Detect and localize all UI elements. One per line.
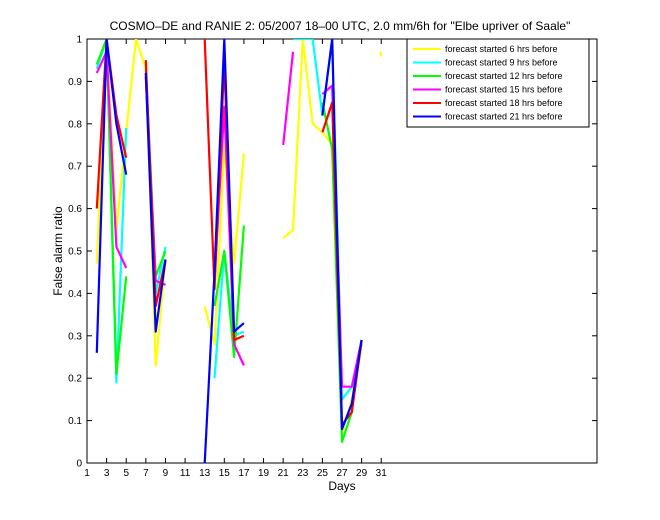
- y-tick-label: 0.8: [68, 119, 82, 130]
- series-line: [379, 51, 383, 57]
- series-line: [203, 39, 245, 463]
- y-tick-label: 0.5: [68, 247, 82, 258]
- y-tick-label: 0.1: [68, 416, 82, 427]
- x-tick-label: 1: [84, 468, 90, 479]
- legend-entry: forecast started 6 hrs before: [445, 44, 558, 54]
- y-tick-label: 0.2: [68, 374, 82, 385]
- x-tick-label: 23: [297, 468, 309, 479]
- series-line: [95, 39, 128, 376]
- series-line: [95, 39, 128, 353]
- x-tick-label: 5: [123, 468, 129, 479]
- x-tick-label: 17: [238, 468, 250, 479]
- x-tick-label: 27: [336, 468, 348, 479]
- legend-box: [406, 38, 590, 128]
- y-tick-label: 0.9: [68, 77, 82, 88]
- legend-entry: forecast started 18 hrs before: [445, 98, 563, 108]
- x-tick-label: 19: [258, 468, 270, 479]
- y-tick-label: 1: [76, 35, 82, 46]
- x-tick-label: 7: [143, 468, 149, 479]
- legend-entry: forecast started 21 hrs before: [445, 112, 563, 122]
- y-tick-label: 0.7: [68, 162, 82, 173]
- y-tick-label: 0.4: [68, 289, 82, 300]
- y-tick-label: 0.3: [68, 331, 82, 342]
- legend-entry: forecast started 15 hrs before: [445, 85, 563, 95]
- series-line: [321, 39, 363, 431]
- x-tick-label: 13: [199, 468, 211, 479]
- series-line: [144, 72, 167, 333]
- y-tick-label: 0.6: [68, 204, 82, 215]
- series-line: [95, 50, 128, 269]
- series-line: [282, 51, 295, 146]
- chart-title: COSMO–DE and RANIE 2: 05/2007 18–00 UTC,…: [110, 19, 571, 33]
- x-tick-label: 15: [219, 468, 231, 479]
- y-tick-label: 0: [76, 459, 82, 470]
- x-axis-label: Days: [328, 479, 355, 493]
- legend: forecast started 6 hrs before forecast st…: [406, 38, 590, 128]
- series-line: [213, 225, 245, 359]
- x-tick-label: 31: [376, 468, 388, 479]
- x-tick-label: 29: [356, 468, 368, 479]
- x-tick-label: 11: [180, 468, 191, 479]
- x-tick-label: 3: [104, 468, 110, 479]
- series-6: [95, 39, 363, 463]
- y-axis: 0 0.1 0.2 0.3 0.4 0.5 0.6 0.7 0.8 0.9 1: [68, 35, 597, 470]
- x-tick-label: 9: [163, 468, 169, 479]
- y-axis-label: False alarm ratio: [51, 206, 65, 296]
- x-tick-label: 21: [278, 468, 290, 479]
- legend-entry: forecast started 9 hrs before: [445, 58, 558, 68]
- x-tick-label: 25: [317, 468, 329, 479]
- legend-entry: forecast started 12 hrs before: [445, 71, 563, 81]
- series-layer: [95, 39, 383, 463]
